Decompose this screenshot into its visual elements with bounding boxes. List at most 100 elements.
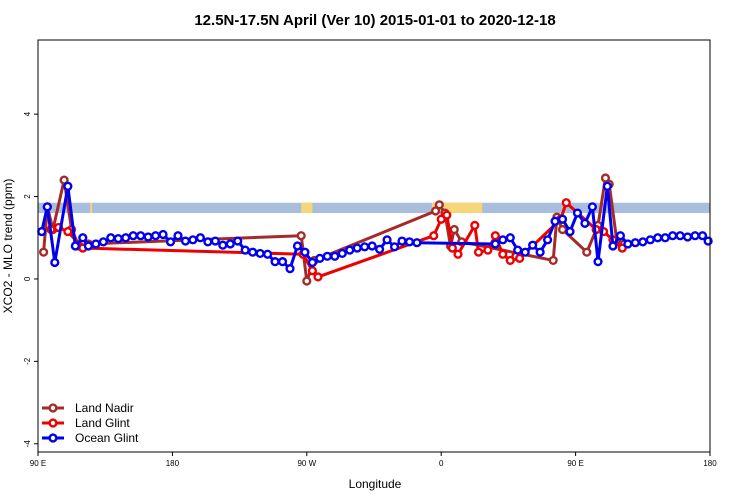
- point-2-64: [587, 202, 598, 212]
- point-2-2: [50, 257, 60, 268]
- point-2-28: [248, 247, 258, 257]
- point-2-53: [505, 233, 515, 243]
- point-2-78: [690, 231, 700, 241]
- point-2-36: [307, 257, 318, 268]
- point-2-12: [128, 231, 138, 241]
- band-land-2: [431, 202, 483, 214]
- point-1-21: [561, 198, 571, 208]
- point-2-63: [580, 218, 590, 228]
- point-2-76: [675, 231, 685, 241]
- legend-marker-1: [48, 418, 58, 428]
- y-tick-label-3: 2: [23, 194, 32, 199]
- point-1-19: [514, 253, 525, 263]
- point-2-67: [608, 241, 618, 251]
- point-2-66: [602, 181, 612, 191]
- point-2-1: [42, 202, 52, 212]
- y-tick-label-4: 4: [23, 111, 32, 116]
- point-2-31: [270, 257, 280, 267]
- point-0-21: [600, 173, 611, 183]
- legend-label-2: Ocean Glint: [75, 431, 139, 445]
- point-1-11: [453, 249, 463, 259]
- point-1-9: [442, 210, 452, 220]
- point-2-8: [98, 237, 108, 247]
- chart-title: 12.5N-17.5N April (Ver 10) 2015-01-01 to…: [194, 12, 555, 29]
- point-0-19: [582, 247, 592, 257]
- band-sea: [38, 202, 710, 214]
- band-land-0: [90, 202, 93, 214]
- point-2-19: [180, 236, 191, 246]
- point-2-55: [520, 247, 530, 257]
- point-2-75: [668, 231, 678, 241]
- point-2-13: [136, 231, 146, 241]
- point-2-34: [292, 241, 303, 251]
- legend-label-1: Land Glint: [75, 416, 130, 430]
- point-2-61: [565, 226, 575, 237]
- point-1-16: [498, 249, 508, 259]
- point-2-73: [653, 233, 663, 243]
- point-2-72: [645, 235, 655, 245]
- point-2-9: [106, 233, 116, 243]
- point-0-11: [434, 200, 444, 210]
- point-2-44: [367, 241, 377, 251]
- band-land-1: [301, 202, 313, 214]
- y-axis-label: XCO2 - MLO trend (ppm): [1, 179, 15, 314]
- x-axis-label: Longitude: [349, 477, 402, 491]
- y-axis: -4 -2 0 2 4: [23, 111, 38, 447]
- point-2-50: [412, 238, 422, 248]
- point-2-59: [550, 216, 560, 226]
- point-2-37: [315, 253, 325, 263]
- point-2-18: [173, 231, 183, 241]
- x-tick-label-0: 90 E: [30, 459, 46, 468]
- x-tick-label-1: 180: [166, 459, 180, 468]
- point-2-6: [83, 241, 94, 251]
- point-2-52: [498, 235, 508, 245]
- point-1-7: [429, 231, 439, 241]
- legend-marker-0: [48, 403, 58, 413]
- point-2-25: [225, 239, 235, 249]
- point-2-40: [337, 248, 347, 259]
- point-0-18: [557, 224, 568, 235]
- point-0-8: [302, 276, 312, 286]
- point-1-5: [307, 266, 318, 276]
- point-1-13: [473, 247, 484, 257]
- series-2: [37, 181, 713, 274]
- x-tick-label-4: 90 E: [567, 459, 583, 468]
- point-2-4: [70, 241, 80, 251]
- point-0-16: [548, 255, 558, 266]
- point-2-0: [37, 226, 47, 237]
- point-2-10: [113, 233, 123, 244]
- point-2-42: [352, 243, 362, 253]
- point-2-51: [490, 239, 500, 249]
- point-2-39: [330, 251, 340, 261]
- point-2-7: [91, 239, 101, 249]
- point-1-10: [447, 243, 458, 253]
- point-0-10: [431, 206, 441, 216]
- point-2-41: [345, 245, 355, 255]
- point-2-49: [404, 237, 415, 247]
- point-2-58: [542, 235, 553, 245]
- legend-label-0: Land Nadir: [75, 401, 134, 415]
- x-tick-label-2: 90 W: [297, 459, 316, 468]
- point-2-45: [375, 244, 385, 254]
- point-2-79: [697, 231, 708, 241]
- point-2-56: [528, 240, 538, 250]
- point-2-29: [255, 248, 265, 259]
- point-2-60: [557, 214, 568, 224]
- point-2-26: [233, 236, 243, 246]
- point-2-5: [78, 233, 88, 243]
- point-0-14: [449, 224, 459, 235]
- point-2-14: [143, 232, 153, 242]
- point-2-70: [630, 238, 640, 248]
- point-2-21: [195, 233, 206, 243]
- point-2-35: [300, 247, 310, 257]
- point-0-3: [59, 175, 69, 185]
- point-1-14: [483, 245, 493, 255]
- x-tick-label-5: 180: [703, 459, 717, 468]
- point-2-11: [121, 233, 131, 243]
- x-axis: 90 E 180 90 W 0 90 E 180: [30, 452, 717, 468]
- point-2-46: [382, 235, 392, 245]
- point-2-77: [682, 232, 693, 242]
- point-2-69: [623, 239, 633, 249]
